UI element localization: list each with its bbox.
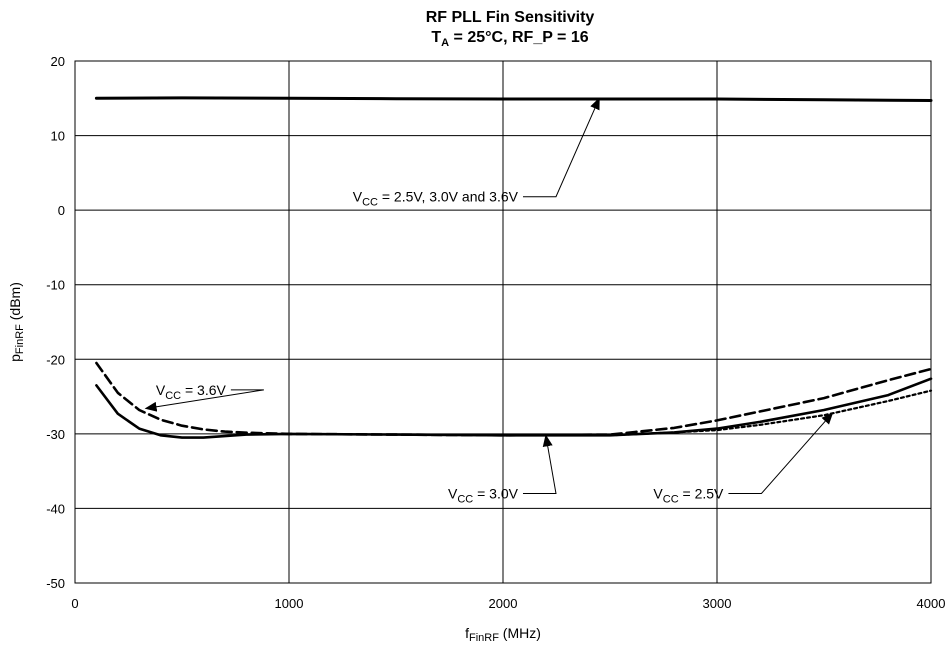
annotation-arrow-v30 (522, 434, 557, 495)
x-tick-label: 3000 (703, 596, 732, 611)
y-tick-labels: 20 10 0 -10 -20 -30 -40 -50 (46, 54, 65, 591)
series-line-solid (95, 377, 933, 439)
y-tick-label: -20 (46, 352, 65, 367)
y-tick-label: 10 (51, 129, 65, 144)
x-tick-label: 1000 (275, 596, 304, 611)
annotations: VCC = 2.5V, 3.0V and 3.6V VCC = 3.6V VCC =… (144, 97, 834, 506)
series-line-solid-thick (94, 96, 933, 102)
x-axis-label-main: f (465, 625, 469, 641)
x-tick-label: 0 (71, 596, 78, 611)
y-tick-label: 0 (58, 203, 65, 218)
title-t-main: T (431, 29, 441, 46)
annotation-label-v25: VCC = 2.5V (653, 486, 724, 506)
annotation-arrow-all (522, 97, 600, 198)
grid-lines (74, 60, 932, 584)
chart-title-line1: RF PLL Fin Sensitivity (426, 9, 595, 26)
y-axis-label-main: p (7, 354, 23, 362)
x-tick-label: 2000 (489, 596, 518, 611)
y-tick-label: -30 (46, 427, 65, 442)
y-axis-label: pFinRF (dBm) (7, 282, 26, 362)
title-t-sub: A (441, 37, 449, 49)
x-tick-labels: 0 1000 2000 3000 4000 (71, 596, 945, 611)
series-line-dotted (608, 389, 933, 437)
y-tick-label: 20 (51, 54, 65, 69)
title-t-rest: = 25°C, RF_P = 16 (449, 29, 589, 46)
y-tick-label: -10 (46, 278, 65, 293)
x-axis-label: fFinRF (MHz) (465, 625, 541, 644)
annotation-label-all: VCC = 2.5V, 3.0V and 3.6V (353, 189, 519, 209)
series-lines (94, 96, 933, 439)
y-tick-label: -40 (46, 501, 65, 516)
series-line-dashed (95, 361, 933, 437)
annotation-label-v30: VCC = 3.0V (448, 486, 519, 506)
x-axis-label-rest: (MHz) (499, 625, 541, 641)
y-axis-label-sub: FinRF (14, 324, 26, 354)
chart-title-line2: TA = 25°C, RF_P = 16 (431, 29, 588, 49)
x-axis-label-sub: FinRF (469, 632, 499, 644)
y-axis-label-rest: (dBm) (7, 282, 23, 324)
annotation-label-v36: VCC = 3.6V (156, 382, 227, 402)
annotation-arrow-v36 (144, 389, 264, 412)
annotation-arrow-v25 (728, 412, 834, 495)
plot-frame (74, 60, 932, 584)
x-tick-label: 4000 (917, 596, 946, 611)
y-tick-label: -50 (46, 576, 65, 591)
